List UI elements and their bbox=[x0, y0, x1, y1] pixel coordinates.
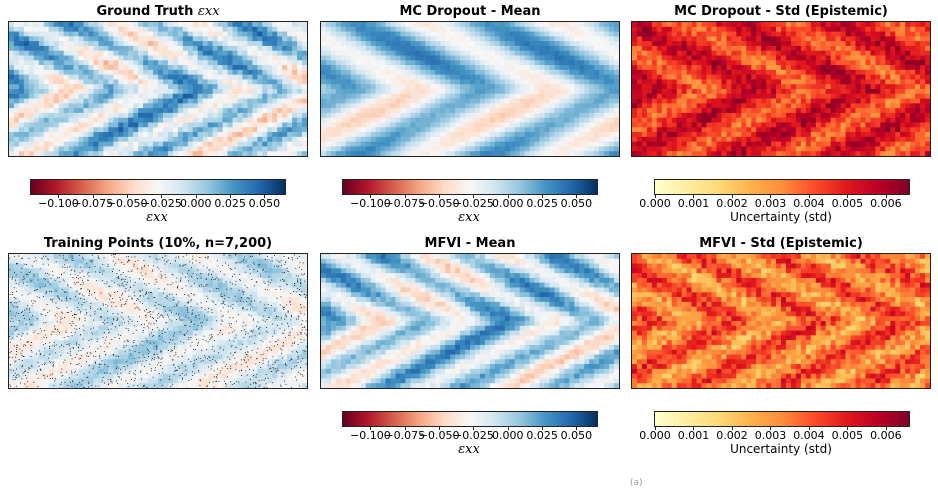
colorbar-tick-label: 0.006 bbox=[870, 198, 902, 210]
heatmap-mfvi-std bbox=[631, 253, 931, 389]
colorbar-tick-label: 0.001 bbox=[678, 198, 710, 210]
title-mc-dropout-mean: MC Dropout - Mean bbox=[320, 4, 620, 20]
colorbar-tick-label: 0.000 bbox=[180, 198, 212, 210]
colorbar-tick-label: 0.050 bbox=[561, 430, 593, 442]
colorbar-gradient bbox=[654, 411, 910, 427]
colorbar-gradient bbox=[30, 179, 286, 195]
colorbar-tick-label: 0.002 bbox=[716, 430, 748, 442]
title-ground-truth: Ground Truth εxx bbox=[8, 4, 308, 20]
title-mc-dropout-std: MC Dropout - Std (Epistemic) bbox=[631, 4, 931, 20]
colorbar-tick-label: 0.000 bbox=[492, 198, 524, 210]
colorbar-tick-label: 0.003 bbox=[755, 198, 787, 210]
colorbar-tick-label: 0.000 bbox=[639, 198, 671, 210]
colorbar-tick-label: −0.025 bbox=[453, 198, 494, 210]
colorbar-tick-label: 0.025 bbox=[214, 198, 246, 210]
colorbar-tick-label: 0.005 bbox=[832, 430, 864, 442]
colorbar-tick-label: 0.050 bbox=[249, 198, 281, 210]
heatmap-training-points bbox=[8, 253, 308, 389]
heatmap-ground-truth bbox=[8, 21, 308, 157]
heatmap-mfvi-mean bbox=[320, 253, 620, 389]
colorbar-tick-label: 0.004 bbox=[793, 198, 825, 210]
colorbar-gradient bbox=[342, 179, 598, 195]
colorbar-label: εxx bbox=[27, 210, 287, 225]
colorbar-tick-label: −0.025 bbox=[453, 430, 494, 442]
title-training-points: Training Points (10%, n=7,200) bbox=[8, 236, 308, 252]
colorbar-tick-label: 0.006 bbox=[870, 430, 902, 442]
colorbar-label: εxx bbox=[339, 210, 599, 225]
heatmap-mc-dropout-mean bbox=[320, 21, 620, 157]
colorbar-tick-label: 0.000 bbox=[639, 430, 671, 442]
colorbar-tick-label: 0.025 bbox=[526, 430, 558, 442]
colorbar-tick-label: −0.025 bbox=[141, 198, 182, 210]
colorbar-tick-label: 0.050 bbox=[561, 198, 593, 210]
heatmap-mc-dropout-std bbox=[631, 21, 931, 157]
colorbar-label: εxx bbox=[339, 442, 599, 457]
colorbar-tick-label: 0.025 bbox=[526, 198, 558, 210]
colorbar-gradient bbox=[342, 411, 598, 427]
colorbar-tick-label: 0.005 bbox=[832, 198, 864, 210]
colorbar-label: Uncertainty (std) bbox=[651, 442, 911, 456]
title-mfvi-mean: MFVI - Mean bbox=[320, 236, 620, 252]
colorbar-tick-label: 0.001 bbox=[678, 430, 710, 442]
colorbar-tick-label: 0.000 bbox=[492, 430, 524, 442]
figure-caption: (a) bbox=[630, 478, 643, 488]
colorbar-tick-label: 0.002 bbox=[716, 198, 748, 210]
title-mfvi-std: MFVI - Std (Epistemic) bbox=[631, 236, 931, 252]
colorbar-gradient bbox=[654, 179, 910, 195]
colorbar-tick-label: 0.003 bbox=[755, 430, 787, 442]
colorbar-tick-label: 0.004 bbox=[793, 430, 825, 442]
colorbar-label: Uncertainty (std) bbox=[651, 210, 911, 224]
